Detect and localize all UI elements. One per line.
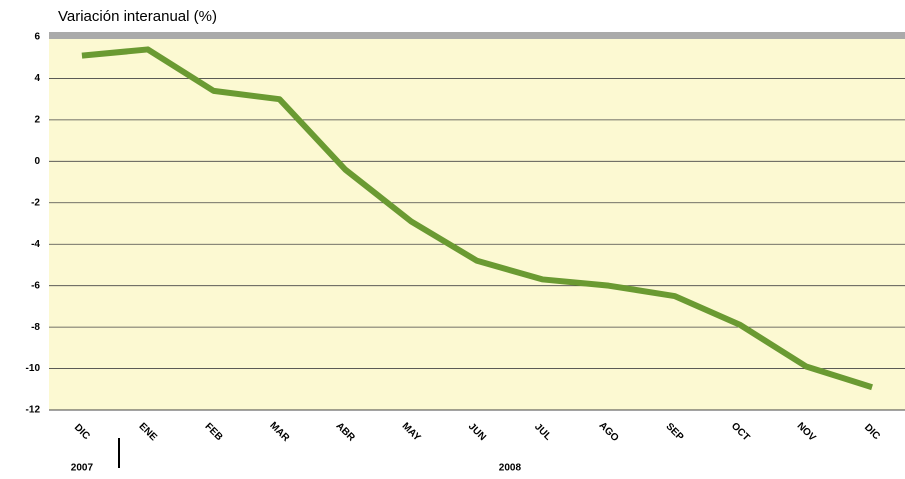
y-tick-label: -10 — [26, 363, 41, 374]
x-tick-label: DIC — [72, 422, 92, 442]
plot-top-band — [49, 32, 905, 39]
plot-area — [49, 37, 905, 410]
y-tick-label: -6 — [31, 280, 40, 291]
x-tick-label: JUL — [532, 422, 553, 443]
x-tick-label: ABR — [334, 421, 358, 445]
group-label: 2007 — [71, 463, 94, 474]
y-tick-label: 4 — [34, 73, 40, 84]
y-tick-label: -2 — [31, 197, 40, 208]
y-tick-label: 6 — [34, 32, 40, 43]
y-axis-title: Variación interanual (%) — [58, 8, 217, 25]
y-tick-label: -4 — [31, 239, 40, 250]
x-tick-label: SEP — [663, 421, 685, 443]
x-tick-label: AGO — [597, 420, 621, 444]
y-tick-label: 2 — [34, 115, 40, 126]
x-tick-label: MAR — [267, 420, 291, 444]
x-tick-label: DIC — [862, 422, 882, 442]
y-tick-label: 0 — [34, 156, 40, 167]
x-tick-label: OCT — [729, 421, 752, 444]
x-tick-label: ENE — [137, 421, 160, 444]
x-tick-label: JUN — [466, 421, 488, 443]
y-tick-label: -12 — [26, 405, 41, 416]
data-line — [81, 46, 873, 391]
y-tick-label: -8 — [31, 322, 40, 333]
group-label: 2008 — [499, 463, 522, 474]
x-tick-label: FEB — [203, 421, 225, 443]
x-tick-label: NOV — [795, 421, 818, 444]
x-tick-label: MAY — [400, 421, 423, 444]
